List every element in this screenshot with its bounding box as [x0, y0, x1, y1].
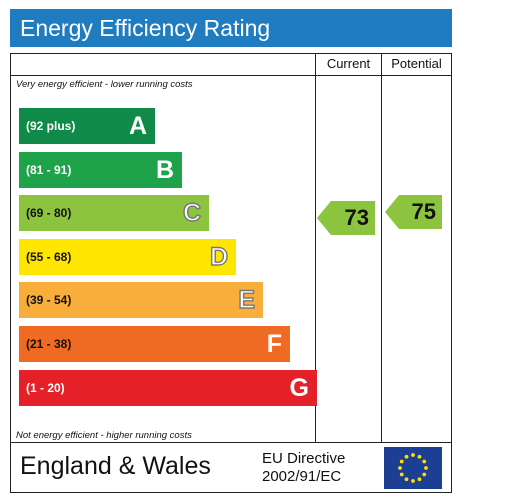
efficient-note: Very energy efficient - lower running co…: [16, 79, 193, 90]
flag-star-icon: [399, 459, 404, 464]
band-letter-label: E: [238, 286, 256, 315]
directive-label: EU Directive 2002/91/EC: [262, 450, 345, 486]
band-letter-label: D: [209, 242, 228, 271]
rating-frame: [10, 53, 452, 493]
page-title: Energy Efficiency Rating: [10, 9, 452, 47]
flag-star-icon: [417, 454, 422, 459]
band-letter-label: C: [182, 198, 201, 228]
flag-star-icon: [411, 479, 415, 483]
region-label: England & Wales: [20, 452, 211, 480]
band-range-label: (21 - 38): [26, 337, 72, 351]
flag-star-icon: [417, 477, 422, 482]
inefficient-note: Not energy efficient - higher running co…: [16, 430, 192, 441]
column-divider-potential: [381, 53, 382, 443]
eu-flag-icon: [384, 447, 442, 489]
band-letter-label: F: [266, 330, 282, 358]
band-letter-label: B: [155, 155, 174, 184]
band-b: (81 - 91) B: [19, 151, 182, 188]
flag-star-icon: [404, 454, 409, 459]
band-range-label: (92 plus): [26, 119, 76, 133]
band-g: (1 - 20) G: [19, 369, 317, 406]
flag-star-icon: [399, 472, 404, 477]
flag-star-icon: [422, 472, 427, 477]
footer-row-divider: [10, 442, 452, 443]
band-e: (39 - 54) E: [19, 282, 263, 319]
band-range-label: (81 - 91): [26, 162, 72, 177]
band-a: (92 plus) A: [19, 108, 155, 144]
flag-star-icon: [398, 466, 402, 470]
header-row-divider: [10, 75, 452, 76]
band-letter-label: G: [289, 373, 309, 402]
band-d: (55 - 68) D: [19, 238, 236, 275]
band-letter-label: A: [128, 112, 147, 140]
band-range-label: (55 - 68): [26, 249, 72, 264]
potential-rating-arrow-value: 75: [411, 199, 436, 225]
current-rating-arrow: 73: [317, 201, 375, 236]
flag-star-icon: [422, 459, 427, 464]
band-range-label: (39 - 54): [26, 293, 72, 308]
potential-rating-arrow: 75: [385, 195, 442, 230]
flag-star-icon: [424, 466, 428, 470]
potential-column-header: Potential: [391, 56, 442, 71]
directive-line-2: 2002/91/EC: [262, 468, 342, 485]
current-rating-arrow-value: 73: [344, 205, 369, 231]
band-range-label: (69 - 80): [26, 206, 72, 221]
directive-line-1: EU Directive: [262, 450, 346, 467]
band-c: (69 - 80) C: [19, 195, 209, 232]
flag-star-icon: [411, 453, 415, 457]
band-f: (21 - 38) F: [19, 326, 290, 362]
column-divider-current: [315, 53, 316, 443]
flag-star-icon: [404, 477, 409, 482]
band-range-label: (1 - 20): [26, 380, 65, 395]
current-column-header: Current: [326, 56, 371, 71]
